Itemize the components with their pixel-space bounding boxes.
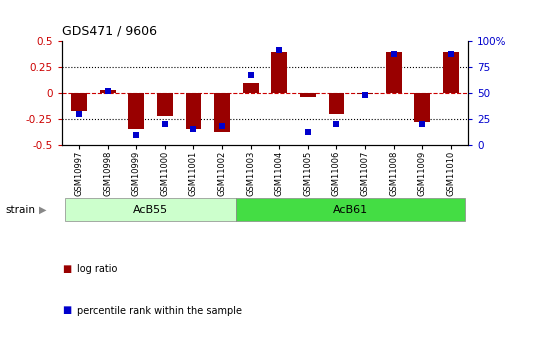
Point: [75, 111, 83, 117]
Point: [275, 47, 284, 52]
Point: [390, 51, 398, 57]
Point: [303, 130, 312, 135]
Point: [218, 124, 226, 129]
Text: ▶: ▶: [39, 205, 46, 215]
Bar: [414, 93, 430, 122]
Bar: [271, 52, 287, 93]
Point: [447, 51, 455, 57]
Point: [361, 92, 370, 98]
Text: ■: ■: [62, 306, 71, 315]
Bar: [236, 198, 465, 221]
Text: ■: ■: [62, 264, 71, 274]
Bar: [65, 198, 236, 221]
Text: log ratio: log ratio: [77, 264, 117, 274]
Bar: [300, 93, 316, 97]
Bar: [129, 93, 144, 129]
Bar: [329, 93, 344, 114]
Text: AcB61: AcB61: [333, 205, 369, 215]
Point: [103, 88, 112, 94]
Bar: [386, 52, 401, 93]
Text: percentile rank within the sample: percentile rank within the sample: [77, 306, 242, 315]
Text: GDS471 / 9606: GDS471 / 9606: [62, 25, 157, 38]
Text: strain: strain: [5, 205, 36, 215]
Point: [189, 127, 198, 132]
Point: [332, 121, 341, 127]
Point: [160, 121, 169, 127]
Bar: [157, 93, 173, 116]
Bar: [100, 90, 116, 93]
Text: AcB55: AcB55: [133, 205, 168, 215]
Point: [418, 121, 427, 127]
Point: [132, 132, 140, 137]
Bar: [357, 93, 373, 94]
Point: [246, 72, 255, 77]
Bar: [243, 83, 259, 93]
Bar: [186, 93, 201, 129]
Bar: [214, 93, 230, 132]
Bar: [71, 93, 87, 111]
Bar: [443, 52, 459, 93]
